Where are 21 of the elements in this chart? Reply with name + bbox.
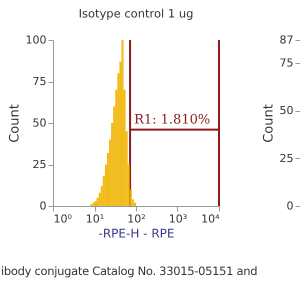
text: Count	[262, 104, 277, 143]
chart-title: Isotype control 1 ug	[78, 6, 194, 20]
text: ibody conjugate Catalog No. 33015-05151 and	[1, 264, 258, 278]
text: 50	[280, 104, 294, 118]
y-tick-label: 50	[32, 116, 46, 130]
text: 0	[286, 200, 294, 212]
x-tick-label: 10⁰	[54, 212, 72, 226]
x-tick-label: 10¹	[86, 212, 104, 226]
y-axis-title: Count	[8, 104, 23, 143]
text: 25	[280, 152, 294, 165]
text: 75	[280, 56, 294, 70]
y-tick-label: 0	[40, 200, 46, 212]
x-axis-title: -RPE-H - RPE	[98, 226, 174, 240]
y-tick-label: 25	[32, 158, 46, 171]
y-tick-label: 75	[32, 75, 46, 88]
x-tick-label: 10²	[127, 212, 146, 226]
x-tick-label: 10⁴	[201, 212, 220, 226]
x-tick-label: 10³	[168, 212, 188, 226]
text: 87	[280, 34, 294, 46]
annotation: R1: 1.810%	[134, 112, 210, 128]
y-tick-label: 100	[26, 34, 46, 46]
